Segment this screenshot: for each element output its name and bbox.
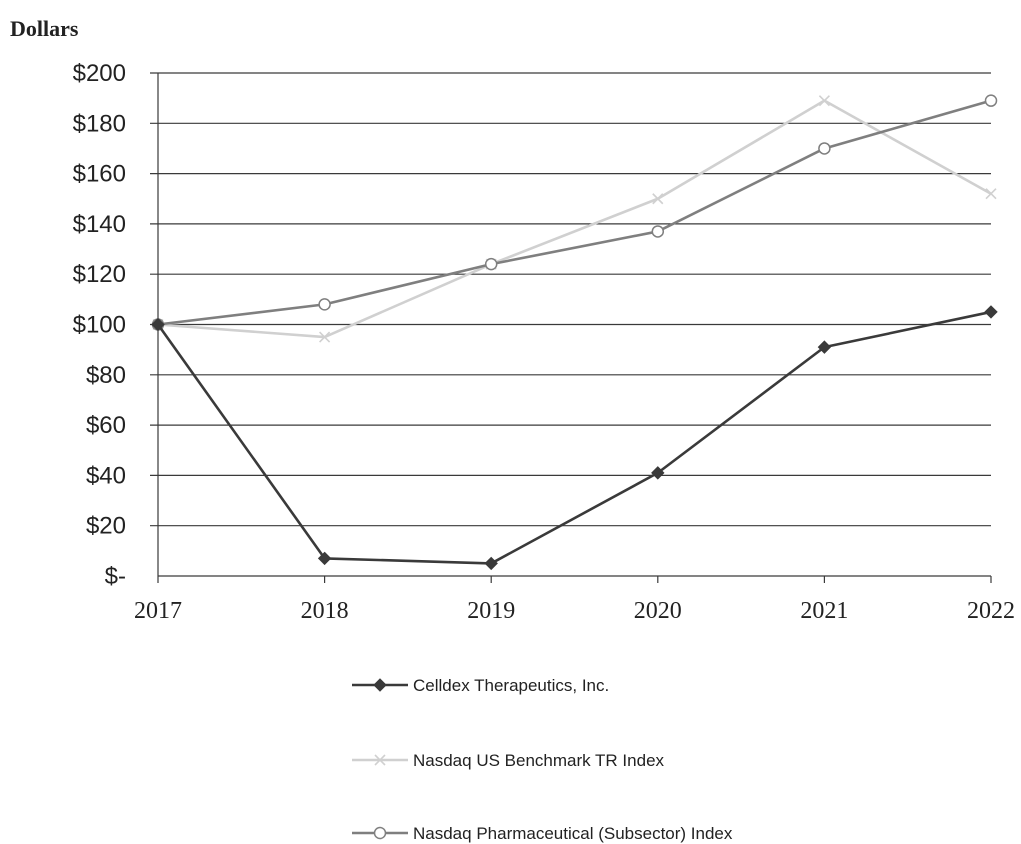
legend-item: Nasdaq US Benchmark TR Index [352,751,665,770]
legend-item: Nasdaq Pharmaceutical (Subsector) Index [352,824,733,843]
marker-stroke [818,95,830,107]
data-point [319,331,331,343]
x-tick-label: 2018 [301,598,349,624]
series-line [157,99,992,326]
marker-stroke [319,331,331,343]
y-tick-label: $40 [86,462,126,489]
legend-marker [373,678,387,692]
legend: Celldex Therapeutics, Inc. Nasdaq US Benc… [352,676,733,843]
y-tick-label: $120 [73,261,126,288]
y-tick-label: $100 [73,312,126,339]
series-line [157,99,992,339]
series [151,94,998,571]
data-point [651,466,665,480]
legend-label: Nasdaq US Benchmark TR Index [413,751,665,770]
data-point [652,193,664,205]
legend-marker [373,826,387,840]
marker-stroke [652,193,664,205]
data-point [984,94,998,107]
legend-item: Celldex Therapeutics, Inc. [352,676,609,695]
data-point [317,551,332,566]
data-point [817,340,832,354]
legend-label: Celldex Therapeutics, Inc. [413,676,609,695]
y-tick-label: $80 [86,362,126,389]
data-point [818,142,831,155]
x-tick-labels: 2017 2018 2019 2020 2021 2022 [134,598,1015,624]
y-tick-label: $60 [86,412,126,439]
axes [157,73,992,583]
data-point [484,257,498,271]
series-1 [152,95,997,343]
series-line [156,310,992,565]
y-axis-title: Dollars [10,16,79,41]
data-point [984,305,998,319]
y-tick-label: $140 [73,211,126,238]
y-tick-label: $200 [73,60,126,87]
x-tick-label: 2021 [800,598,848,624]
y-tick-label: $160 [73,161,126,188]
data-point [985,188,997,200]
y-tick-label: $180 [73,110,126,137]
data-point [651,225,665,238]
legend-marker [374,754,386,766]
series-2 [151,94,998,331]
y-tick-label: $20 [86,513,126,540]
legend-label: Nasdaq Pharmaceutical (Subsector) Index [413,824,733,843]
x-tick-label: 2017 [134,598,182,624]
data-point [818,95,830,107]
marker-stroke [374,754,386,766]
data-point [151,317,165,332]
y-tick-label: $- [105,563,126,590]
x-tick-label: 2022 [967,598,1015,624]
gridlines [150,72,991,527]
data-point [318,298,331,311]
series-0 [151,305,998,571]
x-tick-label: 2020 [634,598,682,624]
data-point [484,556,498,571]
x-tick-label: 2019 [467,598,515,624]
y-tick-labels: $- $20 $40 $60 $80 $100 $120 $140 $160 $180 $200 [73,60,126,590]
marker-stroke [985,188,997,200]
